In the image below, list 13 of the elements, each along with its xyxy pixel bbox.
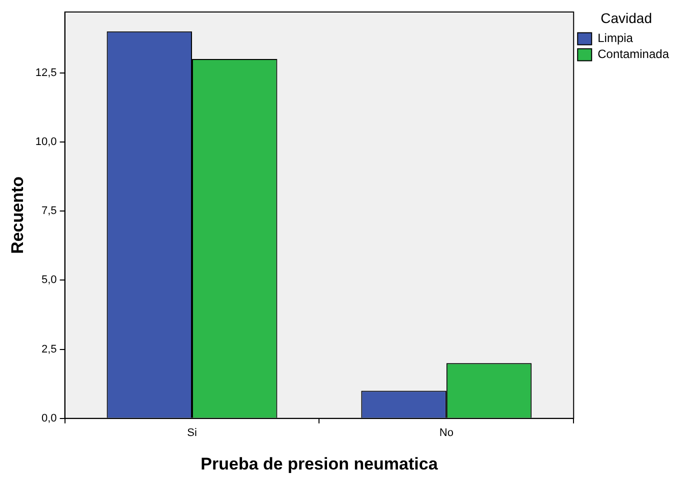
x-axis-title: Prueba de presion neumatica [200,454,438,474]
legend-label: Contaminada [598,47,670,62]
legend-label: Limpia [598,31,634,46]
y-axis-title: Recuento [8,176,27,254]
legend-title: Cavidad [600,10,652,26]
x-tick-label: No [439,427,454,440]
y-tick-label: 12,5 [35,66,57,79]
x-tick-label: Si [187,427,197,440]
y-tick-label: 10,0 [35,136,57,148]
y-tick-label: 0,0 [42,412,57,424]
y-tick-label: 2,5 [42,343,57,356]
y-tick-label: 5,0 [42,274,57,286]
y-tick-label: 7,5 [42,205,57,218]
